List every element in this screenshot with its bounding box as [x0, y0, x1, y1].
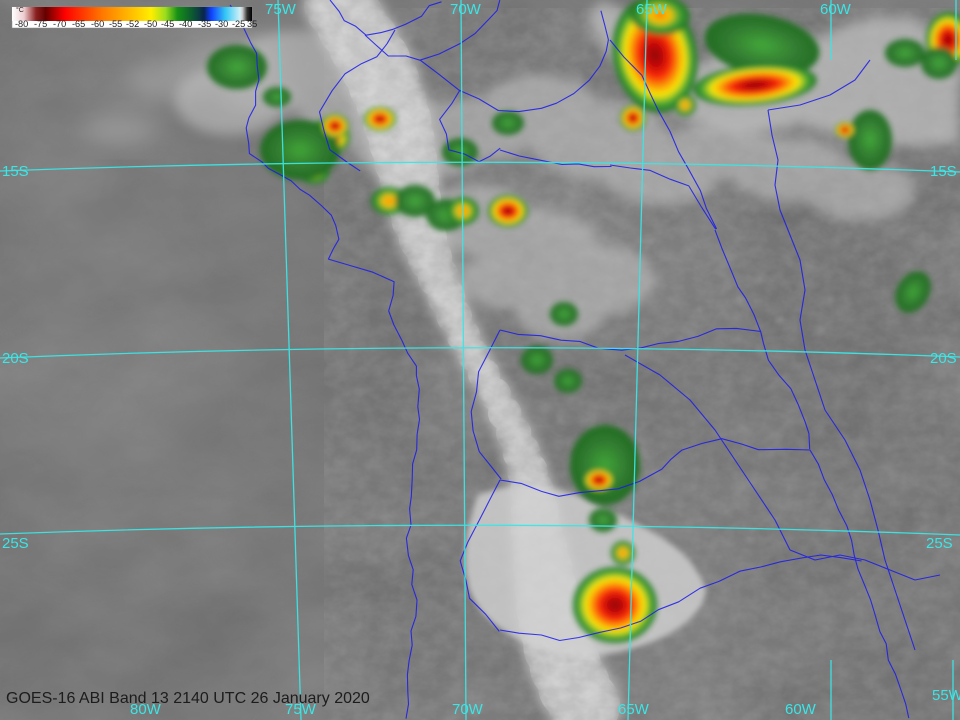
- svg-text:-35: -35: [198, 19, 211, 29]
- svg-text:-45: -45: [161, 19, 174, 29]
- svg-text:-70: -70: [53, 19, 66, 29]
- svg-text:-55: -55: [109, 19, 122, 29]
- svg-text:-80: -80: [15, 19, 28, 29]
- svg-text:-65: -65: [72, 19, 85, 29]
- svg-text:65W: 65W: [636, 1, 668, 18]
- svg-text:25S: 25S: [926, 535, 953, 552]
- svg-text:35: 35: [247, 19, 257, 29]
- svg-text:20S: 20S: [930, 350, 957, 367]
- svg-text:-30: -30: [215, 19, 228, 29]
- svg-text:25S: 25S: [2, 535, 29, 552]
- svg-text:GOES-16 ABI Band 13 2140 UTC 2: GOES-16 ABI Band 13 2140 UTC 26 January …: [6, 690, 370, 707]
- svg-text:60W: 60W: [785, 701, 817, 718]
- svg-text:-60: -60: [91, 19, 104, 29]
- svg-text:55W: 55W: [932, 687, 960, 704]
- svg-text:60W: 60W: [820, 1, 852, 18]
- svg-text:-50: -50: [144, 19, 157, 29]
- svg-text:-52: -52: [126, 19, 139, 29]
- svg-text:-75: -75: [34, 19, 47, 29]
- svg-text:65W: 65W: [618, 701, 650, 718]
- svg-text:-40: -40: [179, 19, 192, 29]
- svg-text:15S: 15S: [2, 163, 29, 180]
- svg-text:20S: 20S: [2, 350, 29, 367]
- svg-text:70W: 70W: [450, 1, 482, 18]
- svg-text:75W: 75W: [265, 1, 297, 18]
- svg-text:°C: °C: [16, 6, 24, 14]
- svg-text:-25: -25: [232, 19, 245, 29]
- svg-text:70W: 70W: [452, 701, 484, 718]
- svg-text:15S: 15S: [930, 163, 957, 180]
